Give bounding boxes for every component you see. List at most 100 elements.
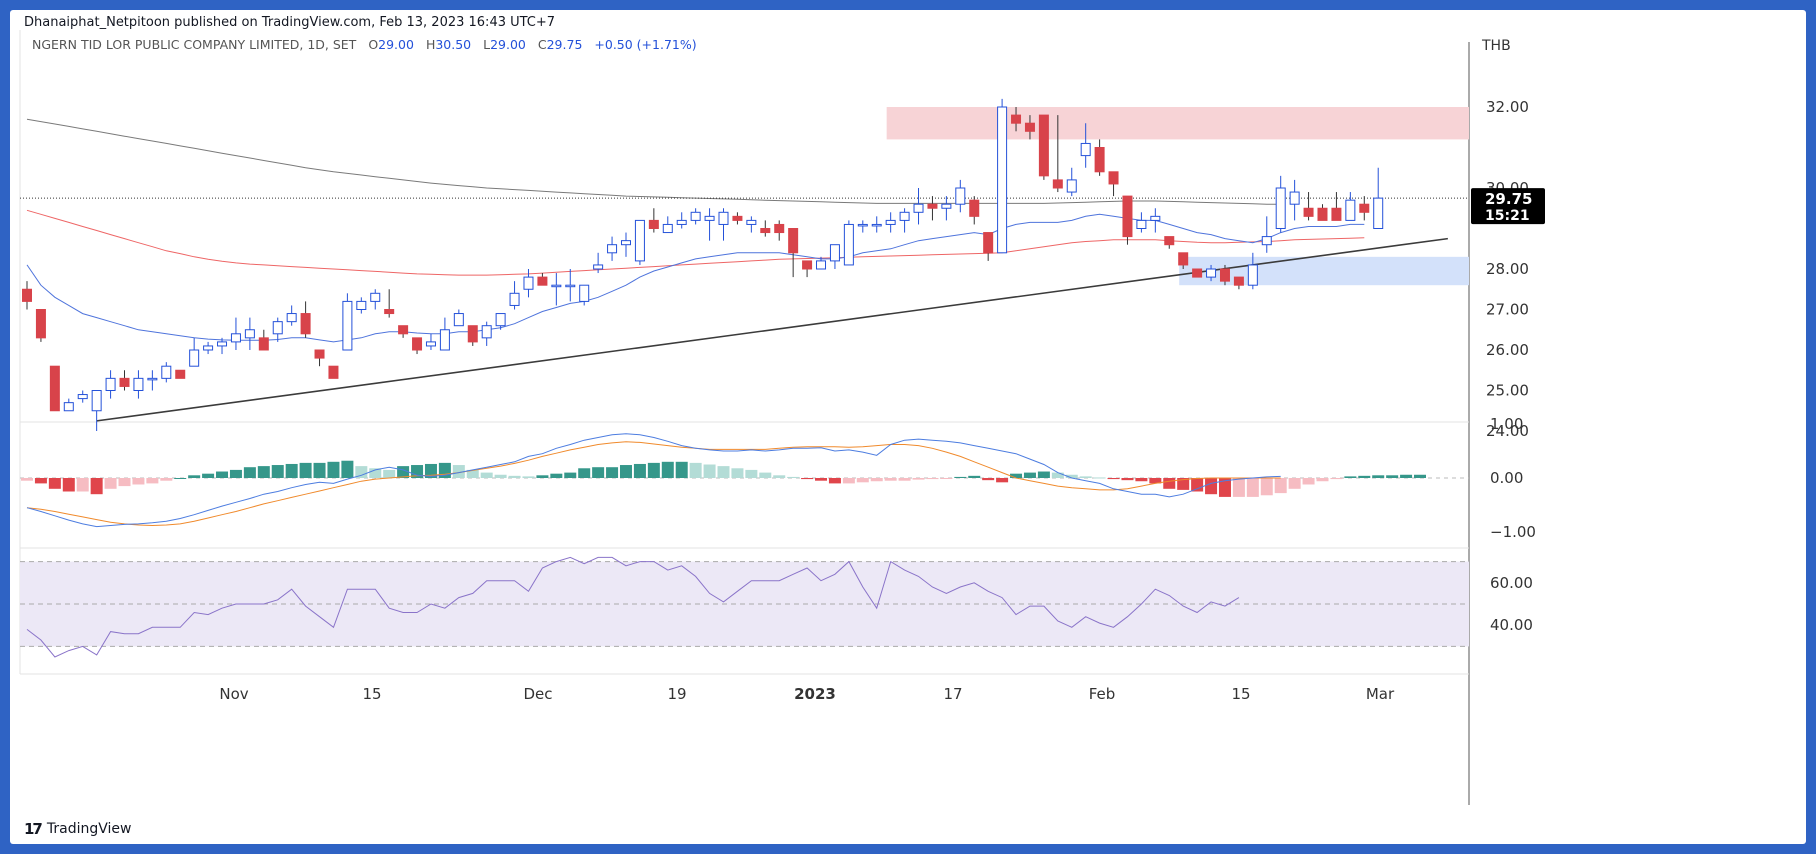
candle bbox=[565, 284, 576, 288]
candle bbox=[1303, 207, 1314, 217]
candle bbox=[1094, 147, 1105, 173]
macd-histogram-bar bbox=[828, 478, 841, 484]
candle bbox=[481, 325, 492, 339]
trendline bbox=[96, 237, 1448, 422]
candle bbox=[412, 337, 423, 351]
macd-histogram-bar bbox=[759, 472, 772, 478]
candle bbox=[300, 313, 311, 335]
candle bbox=[704, 215, 715, 221]
candle bbox=[1122, 195, 1133, 238]
candle bbox=[1317, 207, 1328, 221]
macd-histogram-bar bbox=[1344, 476, 1357, 478]
macd-histogram-bar bbox=[1372, 475, 1385, 478]
candle bbox=[1219, 268, 1230, 282]
macd-histogram-bar bbox=[1302, 478, 1315, 485]
macd-histogram-bar bbox=[494, 474, 507, 478]
macd-histogram-bar bbox=[174, 478, 187, 479]
candle bbox=[272, 321, 283, 335]
macd-histogram-bar bbox=[661, 461, 674, 478]
macd-histogram-bar bbox=[21, 478, 33, 481]
macd-histogram-bar bbox=[856, 478, 869, 483]
macd-histogram-bar bbox=[411, 465, 424, 478]
candle bbox=[523, 276, 534, 290]
candle bbox=[119, 377, 130, 387]
time-tick-label: 15 bbox=[1231, 685, 1250, 703]
macd-histogram-bar bbox=[1274, 478, 1287, 494]
high-label: H bbox=[426, 37, 435, 52]
macd-histogram-bar bbox=[1079, 476, 1092, 478]
macd-histogram-bar bbox=[1260, 478, 1273, 496]
macd-histogram-bar bbox=[132, 478, 145, 485]
macd-tick-label: 0.00 bbox=[1490, 469, 1523, 487]
candle bbox=[662, 223, 673, 234]
symbol-legend[interactable]: NGERN TID LOR PUBLIC COMPANY LIMITED, 1D… bbox=[32, 37, 697, 52]
candle bbox=[22, 288, 32, 302]
candle bbox=[774, 223, 785, 234]
time-tick-label: Feb bbox=[1089, 685, 1116, 703]
price-tick-label: 28.00 bbox=[1486, 260, 1529, 278]
candle bbox=[718, 211, 729, 225]
macd-histogram-bar bbox=[996, 478, 1009, 483]
candle bbox=[620, 240, 631, 246]
macd-histogram-bar bbox=[1316, 478, 1329, 482]
macd-histogram-bar bbox=[842, 478, 855, 484]
macd-histogram-bar bbox=[982, 478, 995, 481]
macd-histogram-bar bbox=[1065, 474, 1078, 478]
macd-histogram-bar bbox=[1191, 478, 1204, 492]
candle bbox=[969, 199, 980, 217]
candle bbox=[356, 300, 367, 310]
macd-histogram-bar bbox=[717, 466, 730, 478]
candle bbox=[634, 219, 645, 262]
high-value: 30.50 bbox=[435, 37, 471, 52]
candle bbox=[258, 337, 269, 351]
candle bbox=[342, 300, 353, 351]
candles-layer[interactable] bbox=[22, 98, 1384, 431]
axes-layer: 32.0030.0028.0027.0026.0025.0024.0029.75… bbox=[219, 98, 1545, 703]
macd-histogram-bar bbox=[62, 478, 75, 492]
macd-histogram-bar bbox=[452, 465, 465, 478]
macd-histogram-bar bbox=[299, 462, 312, 478]
price-tick-label: 26.00 bbox=[1486, 341, 1529, 359]
tradingview-logo[interactable]: 𝟭𝟳 TradingView bbox=[24, 820, 131, 838]
macd-histogram-bar bbox=[745, 469, 758, 478]
macd-histogram-bar bbox=[1135, 478, 1148, 482]
chart-canvas[interactable]: NGERN TID LOR PUBLIC COMPANY LIMITED, 1D… bbox=[10, 10, 1806, 844]
macd-histogram-bar bbox=[884, 478, 897, 481]
macd-histogram-bar bbox=[1358, 475, 1371, 478]
candle bbox=[384, 309, 395, 315]
candle bbox=[509, 292, 520, 306]
candle bbox=[941, 203, 952, 209]
macd-histogram-bar bbox=[787, 476, 800, 478]
candle bbox=[35, 309, 46, 339]
candle bbox=[1178, 252, 1189, 266]
price-tick-label: 24.00 bbox=[1486, 422, 1529, 440]
candle bbox=[913, 203, 924, 213]
macd-histogram-bar bbox=[34, 478, 47, 484]
tradingview-logo-icon: 𝟭𝟳 bbox=[24, 820, 43, 838]
low-value: 29.00 bbox=[490, 37, 526, 52]
macd-histogram-bar bbox=[1386, 475, 1399, 478]
candle bbox=[885, 219, 896, 225]
macd-histogram-bar bbox=[202, 473, 215, 478]
macd-histogram-bar bbox=[188, 475, 201, 478]
macd-histogram-bar bbox=[369, 468, 382, 478]
candle bbox=[425, 341, 436, 347]
time-tick-label: 19 bbox=[667, 685, 686, 703]
candle bbox=[1233, 276, 1244, 286]
candle bbox=[1136, 219, 1147, 229]
candle bbox=[147, 377, 158, 381]
candle bbox=[732, 215, 743, 221]
candle bbox=[133, 377, 144, 392]
candle bbox=[1052, 179, 1063, 189]
macd-pane[interactable] bbox=[20, 433, 1469, 528]
macd-histogram-bar bbox=[1051, 472, 1064, 478]
rsi-pane[interactable] bbox=[20, 556, 1469, 658]
macd-histogram-bar bbox=[118, 478, 131, 487]
macd-histogram-bar bbox=[592, 467, 605, 478]
macd-histogram-bar bbox=[703, 464, 716, 478]
candle bbox=[746, 219, 757, 225]
time-tick-label: 17 bbox=[943, 685, 962, 703]
price-tick-label: 32.00 bbox=[1486, 98, 1529, 116]
candle bbox=[1289, 191, 1300, 205]
macd-signal-line bbox=[26, 441, 1281, 527]
